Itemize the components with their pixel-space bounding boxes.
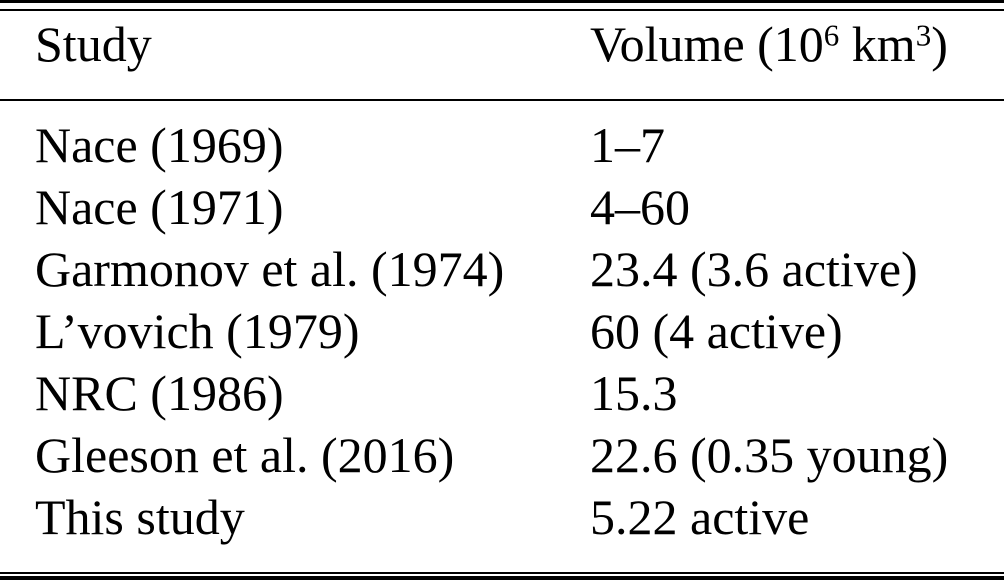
column-header-volume: Volume (106 km3) — [590, 13, 1004, 77]
volume-cell: 15.3 — [590, 365, 678, 421]
volume-cell: 23.4 (3.6 active) — [590, 241, 918, 297]
table-row: Garmonov et al. (1974) 23.4 (3.6 active) — [0, 238, 1004, 300]
volume-cell: 5.22 active — [590, 489, 810, 545]
table-body: Nace (1969) 1–7 Nace (1971) 4–60 Garmono… — [0, 114, 1004, 548]
volume-header-prefix: Volume (10 — [590, 16, 824, 72]
table-header-row: Study Volume (106 km3) — [0, 13, 1004, 77]
study-cell: This study — [35, 489, 245, 545]
table-top-rule-outer — [0, 0, 1004, 3]
table-top-rule-inner — [0, 9, 1004, 11]
volume-header-exponent-6: 6 — [823, 17, 840, 53]
study-cell: Gleeson et al. (2016) — [35, 427, 455, 483]
volume-cell: 4–60 — [590, 179, 690, 235]
table-row: Nace (1971) 4–60 — [0, 176, 1004, 238]
volume-header-exponent-3: 3 — [915, 17, 932, 53]
table-row: This study 5.22 active — [0, 486, 1004, 548]
volume-cell: 1–7 — [590, 117, 665, 173]
volume-header-suffix: ) — [931, 16, 948, 72]
table-bottom-rule-inner — [0, 572, 1004, 574]
study-cell: NRC (1986) — [35, 365, 284, 421]
table-row: NRC (1986) 15.3 — [0, 362, 1004, 424]
table-row: Nace (1969) 1–7 — [0, 114, 1004, 176]
study-cell: Garmonov et al. (1974) — [35, 241, 505, 297]
volume-header-unit: km — [839, 16, 916, 72]
study-cell: Nace (1971) — [35, 179, 284, 235]
volume-cell: 22.6 (0.35 young) — [590, 427, 949, 483]
study-cell: L’vovich (1979) — [35, 303, 360, 359]
column-header-study: Study — [35, 16, 152, 72]
table-row: Gleeson et al. (2016) 22.6 (0.35 young) — [0, 424, 1004, 486]
table-header-separator-rule — [0, 99, 1004, 101]
table-bottom-rule-outer — [0, 576, 1004, 580]
volume-cell: 60 (4 active) — [590, 303, 843, 359]
study-cell: Nace (1969) — [35, 117, 284, 173]
table-row: L’vovich (1979) 60 (4 active) — [0, 300, 1004, 362]
